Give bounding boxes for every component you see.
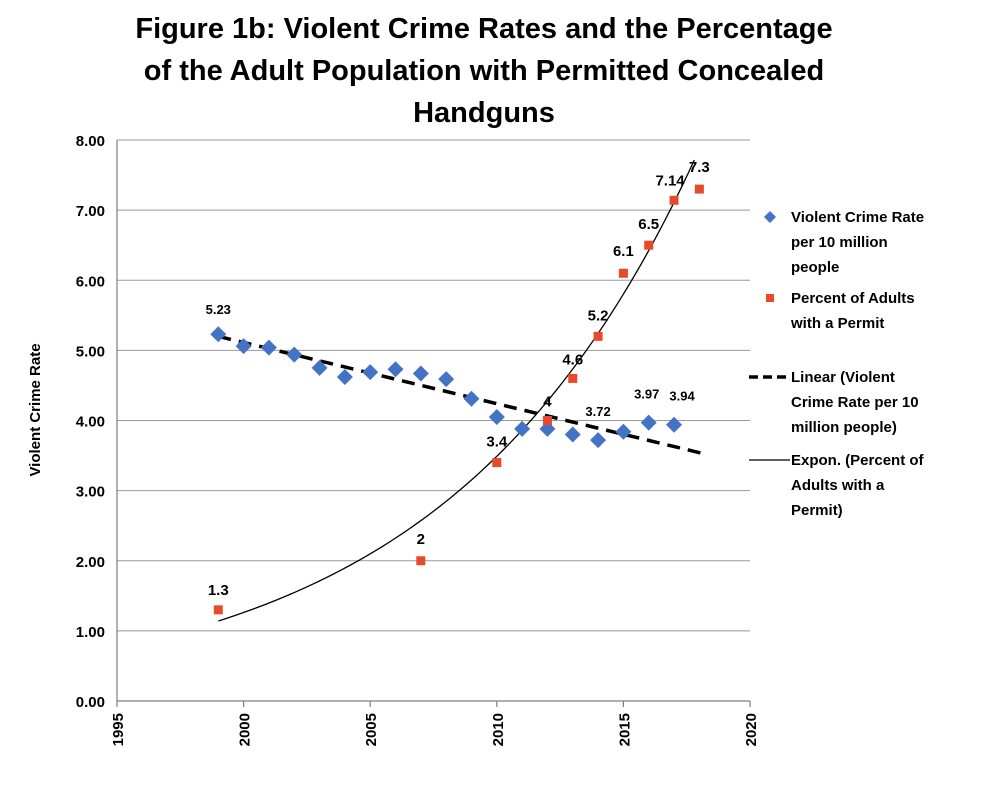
y-tick-label: 6.00 [76, 273, 105, 290]
y-tick-label: 8.00 [76, 133, 105, 150]
y-tick-label: 2.00 [76, 554, 105, 571]
data-label: 4.6 [562, 351, 583, 368]
data-label: 4 [543, 394, 552, 411]
violent-crime-marker [412, 365, 429, 382]
permit-percent-marker [568, 373, 578, 383]
data-label: 5.2 [588, 307, 609, 324]
permit-percent-marker [416, 556, 426, 566]
data-label: 3.97 [634, 387, 659, 402]
violent-crime-marker [387, 361, 404, 378]
legend-entry-text: Percent of Adults [791, 290, 915, 307]
data-label: 7.3 [689, 159, 710, 176]
violent-crime-marker [463, 390, 480, 407]
violent-crime-marker [438, 371, 455, 388]
exponential-trendline [218, 159, 695, 622]
violent-crime-marker [640, 414, 657, 431]
permit-percent-marker [694, 184, 704, 194]
data-label: 6.1 [613, 243, 634, 260]
data-label: 6.5 [638, 216, 659, 233]
violent-crime-marker [260, 339, 277, 356]
permit-percent-marker [618, 268, 628, 278]
data-label: 3.72 [585, 404, 610, 419]
y-tick-label: 4.00 [76, 414, 105, 431]
violent-crime-marker [311, 359, 328, 376]
legend-entry-text: Crime Rate per 10 [791, 394, 919, 411]
x-tick-label: 2010 [490, 713, 507, 746]
violent-crime-marker [210, 326, 227, 343]
violent-crime-marker [286, 346, 303, 363]
legend-entry-text: per 10 million [791, 234, 888, 251]
trendlines [217, 159, 708, 622]
violent-crime-marker [564, 426, 581, 443]
x-tick-label: 2020 [743, 713, 760, 746]
legend-entry-text: Linear (Violent [791, 369, 895, 386]
y-tick-label: 3.00 [76, 484, 105, 501]
legend-entry-text: million people) [791, 419, 897, 436]
legend-entry-text: Adults with a [791, 477, 885, 494]
data-label: 3.94 [669, 389, 695, 404]
legend: Violent Crime Rate per 10 million people Pe… [749, 209, 925, 519]
legend-entry-text: Permit) [791, 502, 843, 519]
data-label: 3.4 [486, 434, 508, 451]
legend-symbol-square [766, 294, 774, 302]
permit-percent-marker [593, 331, 603, 341]
legend-entry-text: Expon. (Percent of [791, 452, 925, 469]
violent-crime-marker [488, 408, 505, 425]
data-labels: 5.23 3.72 3.97 3.94 1.3 2 3.4 4 4.6 5.2 6.16.5 7.14… [206, 159, 710, 599]
data-markers [210, 184, 704, 615]
data-label: 7.14 [655, 172, 685, 189]
y-tick-label: 7.00 [76, 203, 105, 220]
permit-percent-marker [492, 458, 502, 468]
permit-percent-marker [542, 416, 552, 425]
x-tick-label: 2015 [616, 713, 633, 746]
x-tick-label: 1995 [110, 713, 127, 746]
violent-crime-marker [362, 364, 379, 381]
violent-crime-marker [590, 432, 607, 449]
data-label: 5.23 [206, 302, 231, 317]
permit-percent-marker [213, 605, 223, 615]
violent-crime-marker [514, 420, 531, 437]
violent-crime-marker [666, 416, 683, 433]
y-tick-label: 5.00 [76, 343, 105, 360]
violent-crime-marker [615, 423, 632, 440]
x-tick-label: 2005 [363, 713, 380, 746]
legend-entry-text: people [791, 259, 839, 276]
violent-crime-marker [235, 338, 252, 355]
y-tick-label: 0.00 [76, 694, 105, 711]
grid-lines [117, 139, 750, 632]
legend-symbol-diamond [764, 211, 776, 223]
legend-entry-text: with a Permit [790, 315, 884, 332]
chart-title-line-2: of the Adult Population with Permitted C… [144, 55, 824, 87]
x-tick-label: 2000 [237, 713, 254, 746]
data-label: 1.3 [208, 582, 229, 599]
chart-title-line-1: Figure 1b: Violent Crime Rates and the P… [135, 13, 832, 45]
chart-title-line-3: Handguns [413, 97, 555, 129]
axes: 0.00 1.00 2.00 3.00 4.00 5.00 6.00 7.00 8.00 1995… [76, 133, 760, 746]
permit-percent-marker [669, 195, 679, 205]
data-label: 2 [417, 531, 425, 548]
violent-crime-marker [336, 369, 353, 386]
permit-percent-marker [644, 240, 654, 250]
chart-title: Figure 1b: Violent Crime Rates and the P… [135, 13, 832, 129]
y-axis-label: Violent Crime Rate [27, 343, 44, 476]
y-tick-label: 1.00 [76, 624, 105, 641]
legend-entry-text: Violent Crime Rate [791, 209, 924, 226]
